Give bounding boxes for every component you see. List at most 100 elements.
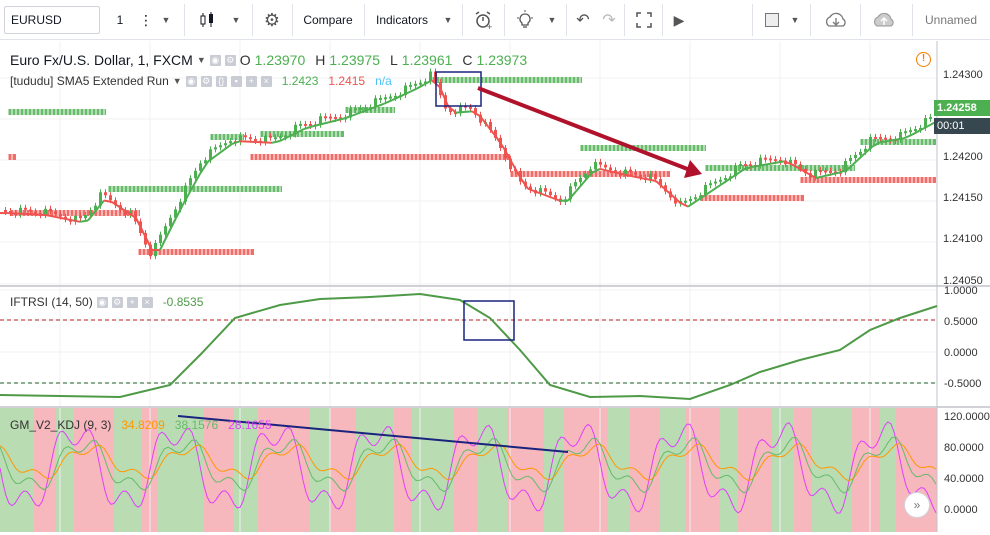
scroll-to-realtime-button[interactable]: » xyxy=(904,492,930,518)
toolbar-divider xyxy=(504,4,505,36)
sma-value-3: n/a xyxy=(375,74,392,88)
kdj-j-value: 28.1655 xyxy=(228,418,271,432)
sma-indicator-legend[interactable]: [tududu] SMA5 Extended Run ▼ ◉ ⚙ {} ▪ + … xyxy=(10,74,392,88)
kdj-axis[interactable]: 120.0000 80.0000 40.0000 0.0000 xyxy=(944,411,990,516)
chevron-down-icon: ▼ xyxy=(548,15,557,25)
kdj-band xyxy=(478,408,508,532)
cloud-download-icon xyxy=(823,11,849,29)
toolbar-divider xyxy=(752,4,753,36)
kdj-k-value: 34.8209 xyxy=(121,418,164,432)
chevron-down-icon[interactable]: ▼ xyxy=(197,55,206,65)
add-icon[interactable]: + xyxy=(246,76,257,87)
kdj-band xyxy=(608,408,630,532)
iftrsi-axis[interactable]: 1.0000 0.5000 0.0000 -0.5000 xyxy=(944,285,981,390)
compare-button[interactable]: Compare xyxy=(296,6,360,34)
run-segment xyxy=(260,130,344,138)
run-segment xyxy=(8,153,16,161)
kdj-band xyxy=(508,408,544,532)
ideas-button[interactable] xyxy=(510,6,540,34)
kdj-band xyxy=(880,408,896,532)
settings-icon[interactable]: ⚙ xyxy=(112,297,123,308)
undo-button[interactable]: ↶ xyxy=(570,6,596,34)
save-layout-button[interactable] xyxy=(866,6,902,34)
toolbar-divider xyxy=(566,4,567,36)
kdj-band xyxy=(660,408,686,532)
interval-menu-button[interactable]: ⋮ xyxy=(136,6,156,34)
add-icon[interactable]: + xyxy=(127,297,138,308)
toolbar-divider xyxy=(364,4,365,36)
replay-button[interactable]: ▶ xyxy=(666,6,692,34)
sma-segment xyxy=(752,166,760,167)
play-icon: ▶ xyxy=(674,12,685,29)
layout-button[interactable] xyxy=(760,6,784,34)
load-layout-button[interactable] xyxy=(818,6,854,34)
symbol-search-input[interactable]: EURUSD xyxy=(4,6,100,34)
indicators-button[interactable]: Indicators xyxy=(368,6,436,34)
toolbar-divider xyxy=(662,4,663,36)
price-tick: 1.24200 xyxy=(943,151,983,163)
indicators-dropdown[interactable]: ▼ xyxy=(438,6,458,34)
run-segment xyxy=(210,133,244,141)
redo-button[interactable]: ↷ xyxy=(596,6,622,34)
format-icon[interactable]: ▪ xyxy=(231,76,242,87)
eye-icon[interactable]: ◉ xyxy=(210,55,221,66)
ideas-dropdown[interactable]: ▼ xyxy=(542,6,562,34)
close-value: 1.23973 xyxy=(477,52,528,68)
layout-dropdown[interactable]: ▼ xyxy=(786,6,804,34)
chart-canvas[interactable]: 1.24300 1.24200 1.24150 1.24100 1.24050 … xyxy=(0,41,990,532)
chevron-down-icon[interactable]: ▼ xyxy=(173,76,182,86)
interval-dropdown-button[interactable]: ▼ xyxy=(156,6,176,34)
kdj-band xyxy=(812,408,852,532)
run-segment xyxy=(432,76,582,84)
eye-icon[interactable]: ◉ xyxy=(97,297,108,308)
sma-segment xyxy=(888,140,896,141)
current-price: 1.24258 xyxy=(937,102,977,114)
kdj-band xyxy=(794,408,812,532)
close-icon[interactable]: × xyxy=(142,297,153,308)
gear-icon: ⚙ xyxy=(264,10,280,31)
close-icon[interactable]: × xyxy=(261,76,272,87)
sma-segment xyxy=(464,111,472,112)
chart-style-button[interactable] xyxy=(192,6,222,34)
toolbar-divider xyxy=(292,4,293,36)
chart-area[interactable]: 1.24300 1.24200 1.24150 1.24100 1.24050 … xyxy=(0,41,990,532)
toolbar-divider xyxy=(624,4,625,36)
kdj-band xyxy=(772,408,794,532)
settings-button[interactable]: ⚙ xyxy=(258,6,286,34)
chart-style-dropdown[interactable]: ▼ xyxy=(226,6,246,34)
svg-text:+: + xyxy=(487,22,492,30)
iftrsi-tick: 0.5000 xyxy=(944,316,978,328)
top-toolbar: EURUSD 1 ⋮ ▼ ▼ ⚙ Compare Indicators ▼ xyxy=(0,0,990,40)
kdj-band xyxy=(412,408,454,532)
lightbulb-icon xyxy=(515,10,535,30)
open-label: O xyxy=(240,52,251,68)
settings-icon[interactable]: ⚙ xyxy=(201,76,212,87)
settings-icon[interactable]: ⚙ xyxy=(225,55,236,66)
high-value: 1.23975 xyxy=(329,52,380,68)
source-code-icon[interactable]: {} xyxy=(216,76,227,87)
countdown: 00:01 xyxy=(937,120,965,132)
redo-icon: ↷ xyxy=(602,10,615,30)
alert-button[interactable]: + xyxy=(468,6,498,34)
compare-label: Compare xyxy=(303,13,352,27)
kdj-d-value: 38.1576 xyxy=(175,418,218,432)
interval-button[interactable]: 1 xyxy=(106,6,134,34)
toolbar-divider xyxy=(860,4,861,36)
sma-value-2: 1.2415 xyxy=(328,74,365,88)
low-label: L xyxy=(390,52,398,68)
warning-icon[interactable]: ! xyxy=(916,52,931,67)
eye-icon[interactable]: ◉ xyxy=(186,76,197,87)
kdj-tick: 80.0000 xyxy=(944,442,984,454)
iftrsi-value: -0.8535 xyxy=(163,295,204,309)
sma-value-1: 1.2423 xyxy=(282,74,319,88)
fullscreen-button[interactable] xyxy=(630,6,658,34)
iftrsi-legend[interactable]: IFTRSI (14, 50) ◉ ⚙ + × -0.8535 xyxy=(10,295,203,309)
kdj-legend[interactable]: GM_V2_KDJ (9, 3) 34.8209 38.1576 28.1655 xyxy=(10,418,272,432)
indicators-label: Indicators xyxy=(376,13,428,27)
layout-name-button[interactable]: Unnamed xyxy=(914,6,988,34)
close-label: C xyxy=(462,52,472,68)
undo-icon: ↶ xyxy=(576,10,589,30)
price-tick: 1.24300 xyxy=(943,69,983,81)
fast-forward-icon: » xyxy=(914,498,921,512)
